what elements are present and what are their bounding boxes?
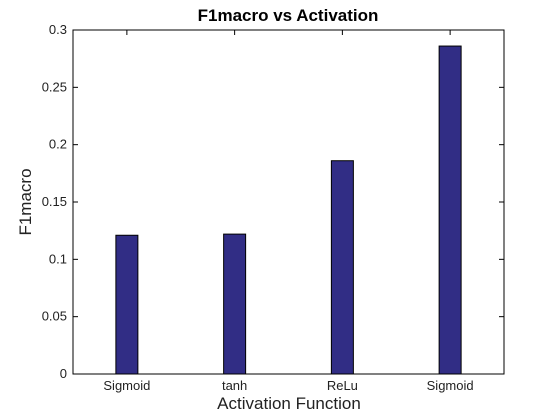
bar-2 <box>223 233 247 375</box>
bar-3 <box>330 160 354 375</box>
x-axis-label: Activation Function <box>217 394 361 413</box>
y-tick-label: 0.3 <box>49 22 67 37</box>
y-tick-label: 0 <box>60 366 67 381</box>
x-tick-label: ReLu <box>327 378 358 393</box>
x-tick-label: Sigmoid <box>103 378 150 393</box>
y-tick-label: 0.05 <box>42 309 67 324</box>
x-tick-label: Sigmoid <box>427 378 474 393</box>
y-axis-label: F1macro <box>16 168 35 235</box>
y-tick-label: 0.25 <box>42 79 67 94</box>
y-tick-label: 0.15 <box>42 194 67 209</box>
x-tick-label: tanh <box>222 378 247 393</box>
bar-1 <box>115 234 139 375</box>
x-axis-ticks: Sigmoid tanh ReLu Sigmoid <box>103 30 474 393</box>
y-tick-label: 0.1 <box>49 251 67 266</box>
y-tick-label: 0.2 <box>49 137 67 152</box>
bars <box>115 45 462 375</box>
y-axis-ticks: 0 0.05 0.1 0.15 0.2 0.25 0.3 <box>42 22 504 381</box>
bar-4 <box>438 45 462 375</box>
chart-title: F1macro vs Activation <box>198 6 379 25</box>
